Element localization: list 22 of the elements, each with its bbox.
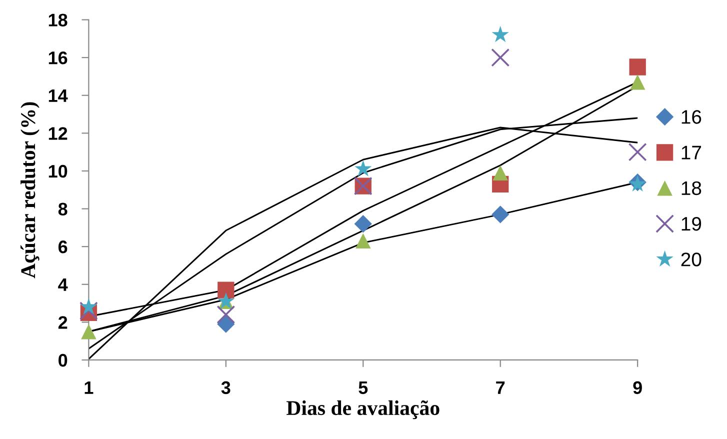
y-tick-label: 4: [58, 278, 68, 291]
legend-label: 20: [681, 252, 702, 266]
y-tick-label: 0: [58, 354, 68, 367]
x-tick-label: 3: [221, 381, 230, 394]
y-tick-label: 10: [48, 164, 68, 178]
y-tick-label: 8: [58, 202, 68, 216]
y-tick-label: 14: [48, 89, 68, 102]
y-tick-label: 6: [58, 240, 68, 254]
legend-label: 17: [682, 146, 702, 160]
x-tick-label: 1: [84, 381, 94, 394]
y-tick-label: 2: [58, 316, 68, 329]
legend-label: 19: [682, 216, 702, 231]
y-tick-label: 12: [48, 127, 68, 140]
x-tick-label: 5: [358, 381, 368, 394]
y-tick-label: 16: [48, 51, 68, 64]
y-tick-label: 18: [48, 14, 68, 26]
legend-label: 18: [682, 181, 702, 196]
x-tick-label: 7: [496, 381, 505, 394]
legend-label: 16: [682, 110, 702, 124]
y-axis-title: Açúcar redutor (%): [20, 102, 40, 278]
x-axis-title: Dias de avaliação: [286, 400, 440, 420]
x-tick-label: 9: [633, 381, 642, 394]
